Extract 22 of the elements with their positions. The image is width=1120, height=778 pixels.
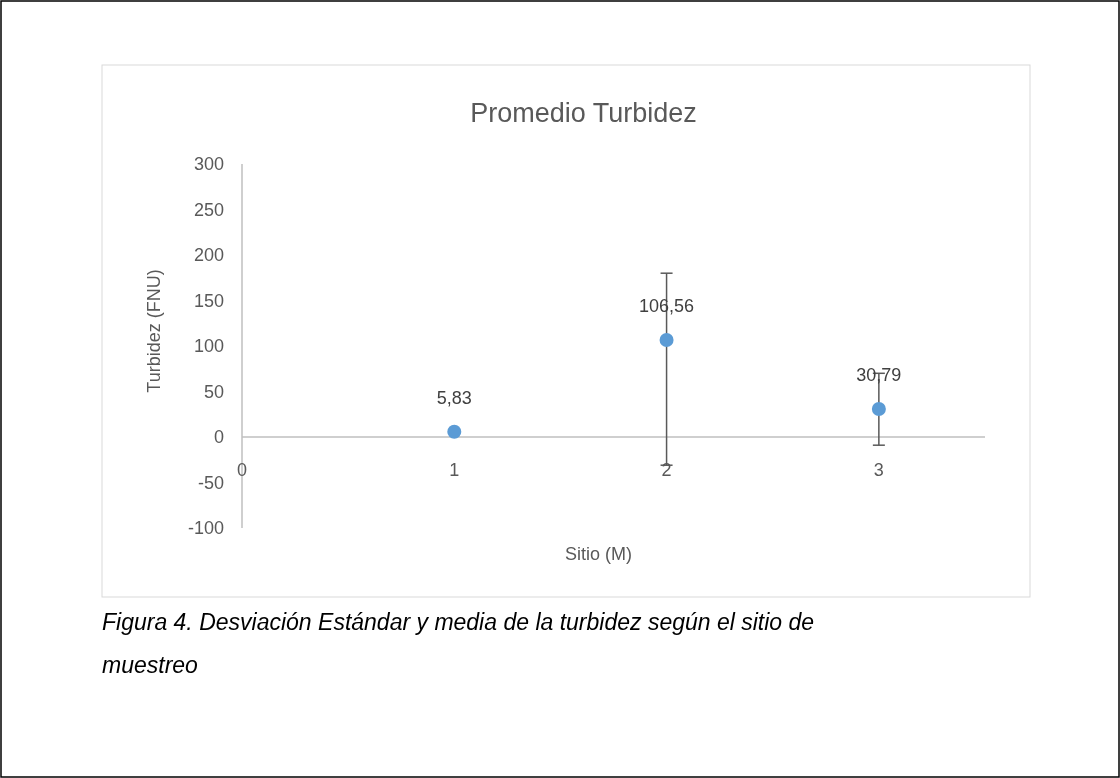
chart-title: Promedio Turbidez: [470, 98, 697, 128]
y-tick-label: 100: [193, 336, 224, 356]
y-tick-label: 250: [193, 199, 224, 220]
x-tick-label: 1: [449, 460, 460, 480]
point: [447, 424, 462, 439]
point: [871, 401, 886, 416]
text: Figura 4. Desviación Estándar y media de la turbidez según el sitio de muestreo: [102, 609, 815, 678]
y-tick-label: 150: [193, 290, 224, 311]
y-tick-label: -50: [197, 472, 224, 493]
x-tick-label: 3: [873, 460, 884, 480]
point: [659, 333, 674, 348]
data-label: 30,79: [856, 364, 902, 385]
x-tick-label: 0: [236, 460, 248, 480]
y-axis-title: Turbidez (FNU): [144, 269, 164, 393]
x-tick-label: 2: [661, 460, 672, 480]
y-tick-label: 300: [193, 154, 224, 174]
y-tick-label: 50: [203, 381, 224, 402]
y-tick-label: 200: [193, 245, 224, 265]
y-tick-label: 0: [213, 427, 224, 447]
y-tick-label: -100: [187, 518, 224, 538]
x-axis-title: Sitio (M): [565, 544, 632, 564]
data-label: 5,83: [436, 387, 472, 408]
